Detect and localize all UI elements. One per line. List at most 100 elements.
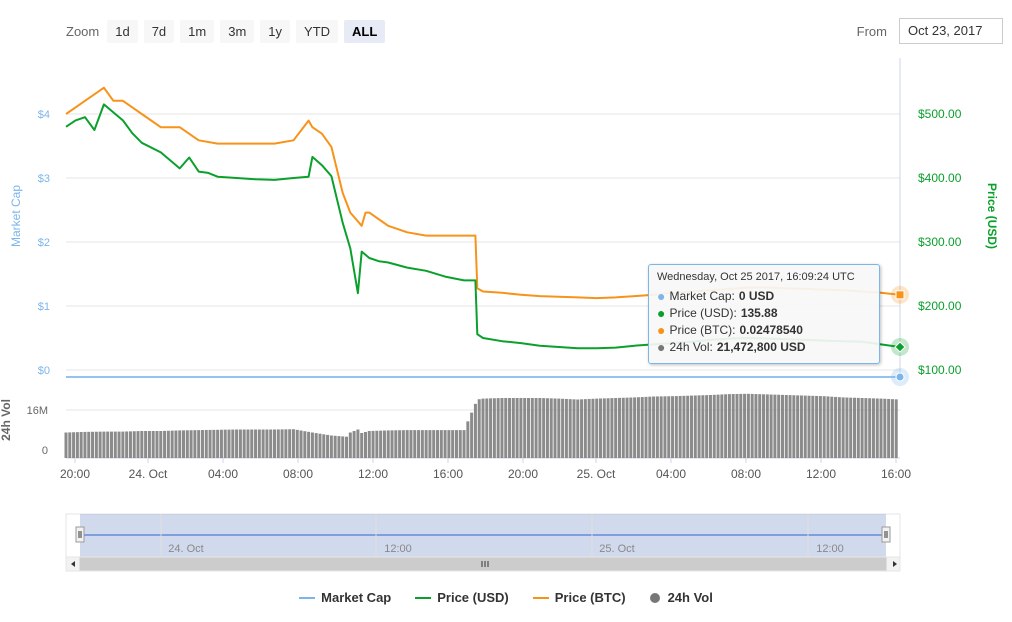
volume-bar — [94, 431, 98, 458]
volume-bar — [853, 397, 857, 458]
price-usd-dot-icon: ● — [657, 304, 666, 321]
volume-axis-title: 24h Vol — [0, 399, 13, 441]
left-axis-tick: $3 — [38, 173, 50, 185]
volume-bar — [121, 431, 125, 458]
volume-bar — [98, 431, 102, 458]
volume-bar — [526, 398, 530, 458]
volume-bar — [140, 431, 144, 458]
volume-bar — [360, 433, 364, 458]
volume-bar — [818, 396, 822, 458]
volume-bar — [432, 430, 436, 458]
legend-price-usd[interactable]: Price (USD) — [415, 590, 509, 605]
volume-bar — [496, 398, 500, 458]
volume-bar — [549, 398, 553, 458]
volume-bar — [379, 430, 383, 458]
tooltip-value: 0 USD — [738, 288, 775, 303]
volume-bar — [212, 429, 216, 458]
volume-bar — [758, 394, 762, 458]
tooltip-label: Price (USD): — [669, 305, 737, 320]
zoom-1d-button[interactable]: 1d — [107, 19, 138, 43]
scroll-right-arrow-icon[interactable] — [893, 561, 897, 567]
navigator-label: 25. Oct — [599, 543, 634, 555]
volume-bar — [113, 431, 117, 458]
volume-bar — [204, 429, 208, 458]
volume-bar — [811, 395, 815, 458]
volume-bar — [128, 431, 132, 458]
x-axis-tick: 08:00 — [283, 467, 313, 481]
volume-bar — [538, 398, 542, 458]
legend-price-btc[interactable]: Price (BTC) — [532, 590, 626, 605]
volume-bar — [208, 429, 212, 458]
x-axis-tick: 24. Oct — [129, 467, 168, 481]
volume-bar — [197, 430, 201, 458]
right-axis-tick: $300.00 — [918, 235, 962, 249]
navigator-handle-box — [75, 526, 85, 543]
volume-bar — [826, 396, 830, 458]
volume-bar — [155, 431, 159, 458]
legend-market-cap[interactable]: Market Cap — [299, 590, 391, 605]
volume-bar — [625, 397, 629, 458]
volume-bar — [193, 430, 197, 458]
volume-bar — [185, 430, 189, 458]
volume-bar — [413, 430, 417, 458]
volume-bar — [231, 429, 235, 458]
volume-bar — [394, 430, 398, 458]
volume-bar — [708, 395, 712, 458]
volume-bar — [303, 431, 307, 458]
volume-bar — [648, 396, 652, 458]
from-date-input[interactable]: Oct 23, 2017 — [899, 18, 1003, 44]
left-axis-tick: $4 — [38, 109, 50, 121]
legend-label: Price (USD) — [437, 590, 509, 605]
volume-bar — [382, 430, 386, 458]
navigator-handle[interactable] — [881, 526, 891, 543]
volume-bar — [576, 399, 580, 458]
volume-bar — [159, 431, 163, 458]
volume-bar — [784, 395, 788, 458]
volume-bar — [561, 398, 565, 458]
volume-bar — [136, 431, 140, 458]
volume-bar — [678, 395, 682, 458]
zoom-ytd-button[interactable]: YTD — [296, 19, 339, 43]
navigator-handle[interactable] — [75, 526, 85, 543]
volume-bar — [409, 430, 413, 458]
volume-bar — [519, 398, 523, 458]
zoom-1y-button[interactable]: 1y — [260, 19, 291, 43]
volume-bar — [371, 430, 375, 458]
volume-bar — [144, 431, 148, 458]
volume-bar — [333, 435, 337, 458]
scroll-left-arrow-icon[interactable] — [71, 561, 75, 567]
volume-bar — [860, 398, 864, 458]
right-axis-tick: $400.00 — [918, 171, 962, 185]
volume-bar — [405, 430, 409, 458]
volume-bar — [424, 430, 428, 458]
volume-bar — [284, 429, 288, 458]
volume-bar — [735, 393, 739, 458]
zoom-1m-button[interactable]: 1m — [180, 19, 215, 43]
volume-bar — [276, 429, 280, 458]
zoom-3m-button[interactable]: 3m — [220, 19, 255, 43]
volume-bar — [697, 395, 701, 458]
price-btc-line-icon — [532, 596, 549, 599]
volume-bar — [163, 430, 167, 458]
scrollbar-thumb[interactable] — [79, 557, 887, 571]
volume-bar — [655, 396, 659, 458]
volume-bar — [348, 432, 352, 458]
volume-bar — [796, 395, 800, 458]
volume-bar — [91, 431, 95, 458]
volume-bar — [864, 398, 868, 458]
volume-bar — [667, 396, 671, 458]
volume-bar — [147, 431, 151, 458]
volume-bar — [523, 398, 527, 458]
volume-bar — [329, 435, 333, 458]
right-axis-tick: $500.00 — [918, 107, 962, 121]
volume-bar — [341, 436, 345, 458]
volume-bar — [841, 397, 845, 458]
zoom-7d-button[interactable]: 7d — [143, 19, 175, 43]
tooltip-label: 24h Vol: — [669, 339, 713, 354]
legend-volume[interactable]: 24h Vol — [649, 590, 713, 605]
zoom-all-button[interactable]: ALL — [344, 19, 386, 43]
volume-bar — [68, 432, 72, 458]
volume-bar — [754, 394, 758, 458]
volume-bar — [868, 398, 872, 458]
navigator: 24. Oct 12:00 25. Oct 12:00 — [65, 513, 901, 572]
